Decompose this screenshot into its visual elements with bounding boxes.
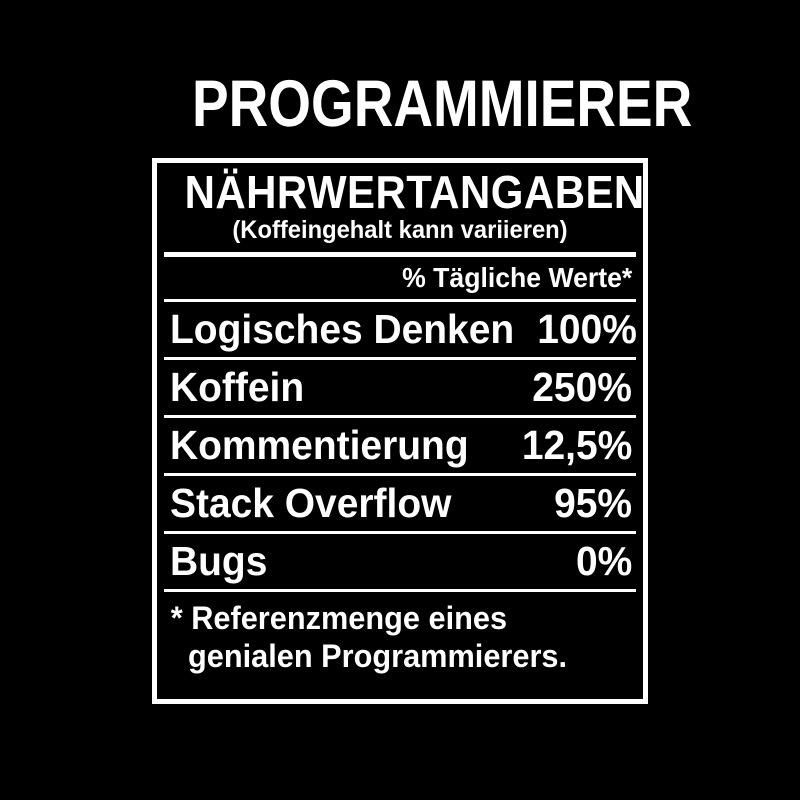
row-divider bbox=[164, 357, 636, 360]
nutrient-name: Koffein bbox=[170, 364, 305, 410]
nutrient-value: 12,5% bbox=[521, 422, 632, 468]
divider-above-rows bbox=[164, 299, 636, 302]
nutrition-facts-inner: NÄHRWERTANGABEN (Koffeingehalt kann vari… bbox=[157, 163, 645, 699]
nutrient-value: 250% bbox=[532, 364, 632, 410]
table-row: Bugs 0% bbox=[164, 534, 636, 589]
footnote-text: * Referenzmenge eines genialen Programmi… bbox=[170, 600, 568, 674]
row-divider bbox=[164, 473, 636, 476]
nutrient-rows: Logisches Denken 100% Koffein 250% Komme… bbox=[164, 302, 638, 589]
nutrient-name: Stack Overflow bbox=[170, 480, 452, 526]
label-header: NÄHRWERTANGABEN (Koffeingehalt kann vari… bbox=[164, 163, 645, 244]
table-row: Stack Overflow 95% bbox=[164, 476, 636, 531]
nutrient-name: Logisches Denken bbox=[170, 306, 515, 352]
nutrition-facts-panel: NÄHRWERTANGABEN (Koffeingehalt kann vari… bbox=[152, 158, 648, 704]
nutrient-name: Kommentierung bbox=[170, 422, 469, 468]
label-heading: NÄHRWERTANGABEN bbox=[184, 166, 645, 218]
table-row: Koffein 250% bbox=[164, 360, 636, 415]
nutrient-value: 100% bbox=[537, 306, 638, 352]
daily-values-header-row: % Tägliche Werte* bbox=[164, 257, 636, 299]
table-row: Logisches Denken 100% bbox=[164, 302, 638, 357]
poster-title: PROGRAMMIERER bbox=[192, 66, 693, 140]
nutrient-name: Bugs bbox=[170, 538, 268, 584]
label-subheading: (Koffeingehalt kann variieren) bbox=[232, 216, 568, 244]
divider-above-footnote bbox=[164, 589, 636, 592]
row-divider bbox=[164, 531, 636, 534]
nutrient-value: 0% bbox=[575, 538, 632, 584]
footnote: * Referenzmenge eines genialen Programmi… bbox=[164, 592, 636, 692]
table-row: Kommentierung 12,5% bbox=[164, 418, 636, 473]
nutrient-value: 95% bbox=[554, 480, 632, 526]
row-divider bbox=[164, 415, 636, 418]
daily-values-header-text: % Tägliche Werte* bbox=[401, 262, 632, 293]
divider-under-header bbox=[164, 252, 636, 257]
